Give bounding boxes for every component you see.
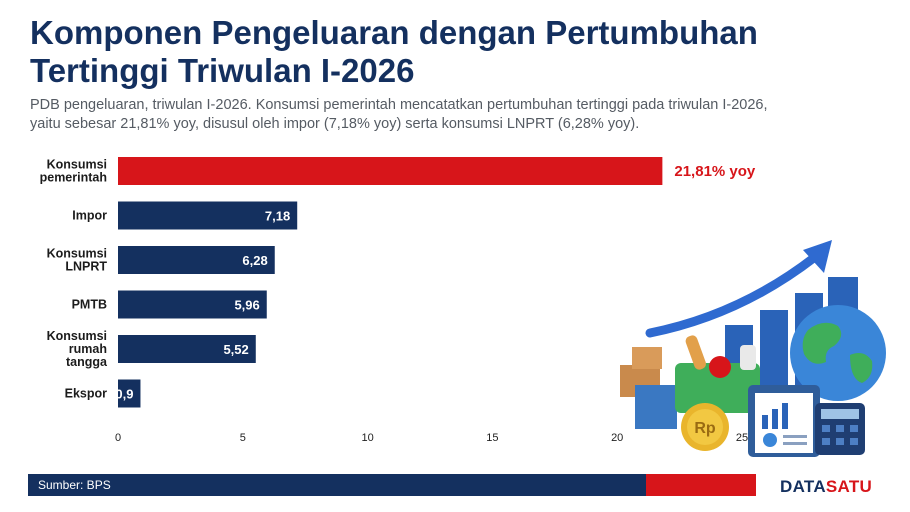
x-tick-label-4: 20 bbox=[611, 432, 623, 444]
value-label-5: 0,9 bbox=[115, 387, 133, 402]
globe-icon bbox=[790, 305, 886, 401]
footer-bar bbox=[28, 474, 646, 496]
brand-logo: DATASATU bbox=[780, 477, 873, 496]
source-label: Sumber: BPS bbox=[38, 478, 111, 492]
x-tick-label-2: 10 bbox=[361, 432, 373, 444]
bar-3 bbox=[118, 290, 267, 319]
x-tick-label-3: 15 bbox=[486, 432, 498, 444]
category-label-2: Konsumsi LNPRT bbox=[47, 247, 108, 274]
chart-subtitle: PDB pengeluaran, triwulan I-2026. Konsum… bbox=[30, 97, 768, 132]
value-label-2: 6,28 bbox=[242, 253, 267, 268]
boxes-icon bbox=[620, 347, 677, 429]
value-label-4: 5,52 bbox=[223, 342, 248, 357]
bar-0 bbox=[118, 157, 663, 185]
category-label-4: Konsumsi rumah tangga bbox=[47, 329, 108, 369]
bar-1 bbox=[118, 201, 298, 230]
bar-2 bbox=[118, 246, 275, 274]
category-label-3: PMTB bbox=[72, 298, 107, 312]
category-label-1: Impor bbox=[72, 209, 107, 223]
bar-4 bbox=[118, 335, 256, 363]
x-tick-label-5: 25 bbox=[736, 432, 748, 444]
category-label-5: Ekspor bbox=[65, 387, 108, 401]
rupiah-coin-icon: Rp bbox=[681, 403, 729, 451]
category-label-0: Konsumsi pemerintah bbox=[40, 158, 107, 185]
footer-accent bbox=[646, 474, 756, 496]
value-label-3: 5,96 bbox=[234, 298, 259, 313]
page-title: Komponen Pengeluaran dengan Pertumbuhan … bbox=[30, 14, 758, 89]
x-tick-label-1: 5 bbox=[240, 432, 246, 444]
value-label-1: 7,18 bbox=[265, 209, 290, 224]
value-label-0: 21,81% yoy bbox=[674, 163, 756, 180]
svg-text:Rp: Rp bbox=[694, 420, 716, 437]
x-tick-label-0: 0 bbox=[115, 432, 121, 444]
economy-illustration: Rp bbox=[620, 240, 886, 457]
bar-chart-icon bbox=[725, 277, 858, 385]
shopping-basket-icon bbox=[675, 335, 760, 413]
clipboard-icon bbox=[748, 385, 820, 457]
calculator-icon bbox=[815, 403, 865, 455]
bar-5 bbox=[118, 379, 141, 408]
upward-arrow-head bbox=[803, 240, 832, 273]
upward-arrow-icon bbox=[645, 252, 820, 338]
